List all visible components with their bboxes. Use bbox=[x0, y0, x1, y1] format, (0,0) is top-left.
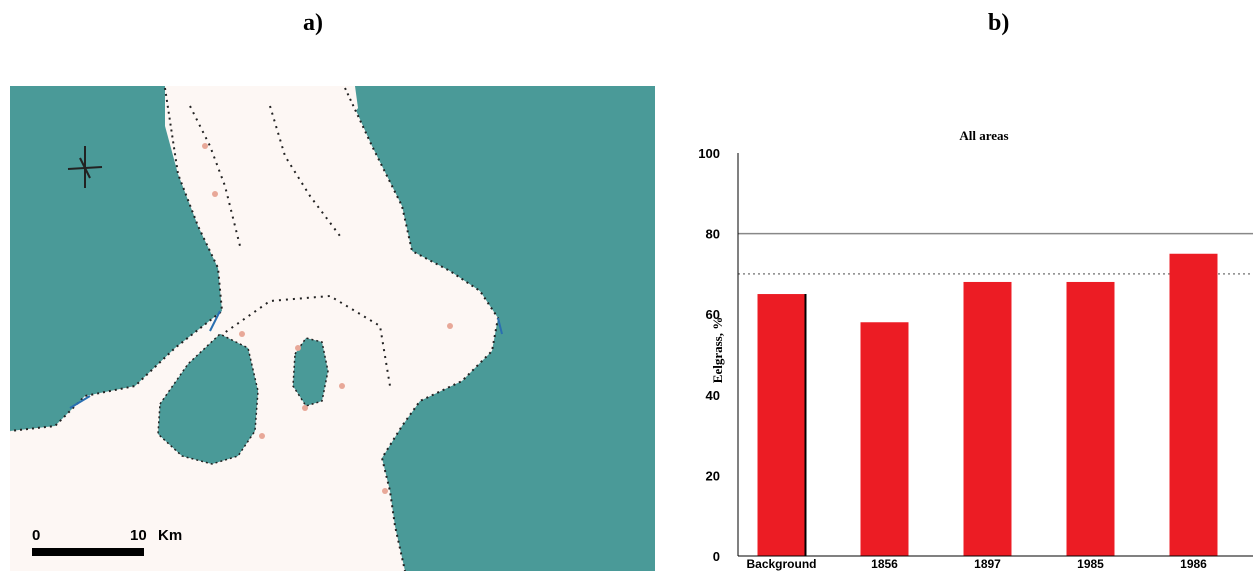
map-lake-small bbox=[292, 337, 329, 407]
y-tick-label: 60 bbox=[706, 307, 720, 322]
x-tick-label: 1856 bbox=[871, 557, 898, 571]
y-tick-label: 0 bbox=[713, 549, 720, 564]
scale-unit-label: Km bbox=[158, 527, 182, 544]
bar-chart: All areas Eelgrass, % 0 20 40 60 80 100 Backgr… bbox=[698, 128, 1253, 571]
bar bbox=[757, 294, 806, 556]
map-land-upper-right bbox=[265, 86, 358, 134]
y-tick-label: 20 bbox=[706, 468, 720, 483]
map-panel: 0 10 Km bbox=[10, 86, 655, 571]
map-land bbox=[10, 86, 498, 571]
x-tick-label: 1897 bbox=[974, 557, 1001, 571]
north-arrow-icon bbox=[67, 146, 103, 188]
map-inner-coast bbox=[189, 105, 391, 387]
bar bbox=[860, 322, 909, 556]
y-axis-label: Eelgrass, % bbox=[710, 317, 725, 383]
bar bbox=[963, 281, 1012, 556]
x-tick-label: 1986 bbox=[1180, 557, 1207, 571]
map-coastline bbox=[10, 87, 500, 571]
map-markers bbox=[202, 143, 453, 494]
y-tick-label: 80 bbox=[706, 227, 720, 242]
scale-start-label: 0 bbox=[32, 527, 40, 544]
bar bbox=[1066, 281, 1115, 556]
x-tick-label: 1985 bbox=[1077, 557, 1104, 571]
map-blue-edge bbox=[69, 310, 503, 409]
chart-title: All areas bbox=[959, 128, 1008, 143]
scale-bar bbox=[32, 548, 144, 556]
y-tick-label: 40 bbox=[706, 388, 720, 403]
map-lake-large bbox=[157, 333, 259, 465]
panel-a-label: a) bbox=[303, 10, 323, 36]
scale-end-label: 10 bbox=[130, 527, 147, 544]
bar bbox=[1169, 253, 1218, 556]
x-tick-label: Background bbox=[746, 557, 816, 571]
y-tick-label: 100 bbox=[698, 146, 720, 161]
panel-b-label: b) bbox=[988, 10, 1010, 36]
